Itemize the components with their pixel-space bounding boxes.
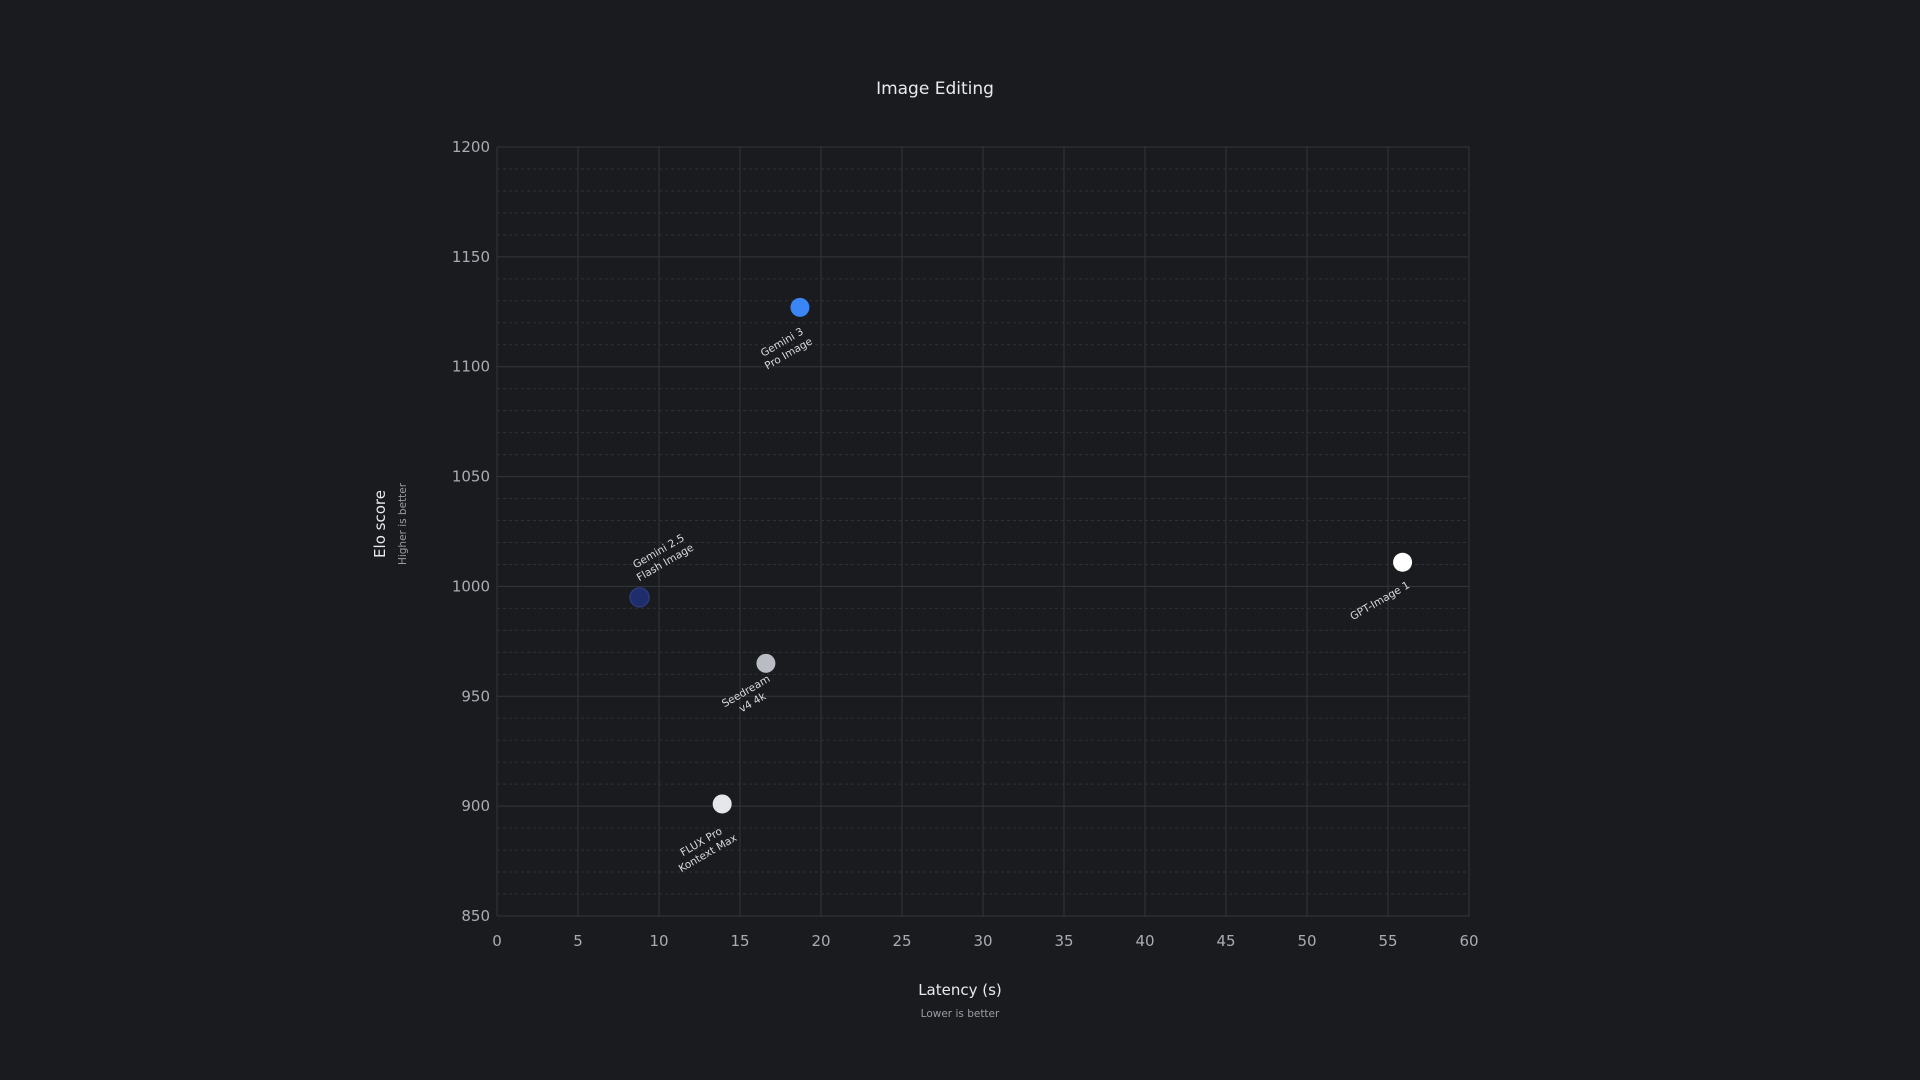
x-tick-label: 15 bbox=[730, 932, 749, 950]
ticks: 850 900 950 1000 1050 1100 1150 1200 0 5 10 15 20 25 3… bbox=[452, 138, 1479, 950]
y-tick-label: 900 bbox=[461, 797, 490, 815]
x-tick-label: 10 bbox=[649, 932, 668, 950]
data-point-label-line: GPT-Image 1 bbox=[1348, 579, 1412, 623]
x-tick-label: 60 bbox=[1459, 932, 1478, 950]
y-tick-label: 1050 bbox=[452, 468, 490, 486]
x-tick-label: 0 bbox=[492, 932, 502, 950]
x-tick-label: 30 bbox=[973, 932, 992, 950]
x-tick-label: 20 bbox=[811, 932, 830, 950]
y-tick-label: 1200 bbox=[452, 138, 490, 156]
data-point-label: Gemini 2.5Flash Image bbox=[628, 531, 696, 585]
data-point-label: Seedreamv4 4k bbox=[720, 673, 779, 721]
y-tick-label: 850 bbox=[461, 907, 490, 925]
data-point bbox=[756, 653, 776, 673]
y-axis-label: Elo score bbox=[371, 490, 389, 558]
x-tick-label: 50 bbox=[1297, 932, 1316, 950]
x-tick-label: 35 bbox=[1054, 932, 1073, 950]
x-tick-label: 25 bbox=[892, 932, 911, 950]
x-tick-label: 55 bbox=[1378, 932, 1397, 950]
data-point-label: FLUX ProKontext Max bbox=[670, 821, 739, 875]
x-axis-label: Latency (s) bbox=[918, 981, 1002, 999]
y-tick-label: 1100 bbox=[452, 358, 490, 376]
x-tick-label: 40 bbox=[1135, 932, 1154, 950]
x-axis-sublabel: Lower is better bbox=[921, 1008, 1000, 1020]
data-point bbox=[629, 587, 650, 608]
y-tick-label: 1150 bbox=[452, 248, 490, 266]
y-tick-label: 950 bbox=[461, 687, 490, 705]
grid bbox=[496, 146, 1470, 917]
data-point-label: GPT-Image 1 bbox=[1348, 579, 1412, 623]
data-point-label: Gemini 3Pro Image bbox=[756, 324, 814, 372]
y-axis-sublabel: Higher is better bbox=[397, 482, 409, 565]
chart-title: Image Editing bbox=[876, 79, 994, 99]
x-tick-label: 5 bbox=[573, 932, 583, 950]
y-tick-label: 1000 bbox=[452, 577, 490, 595]
data-point bbox=[712, 794, 732, 814]
x-tick-label: 45 bbox=[1216, 932, 1235, 950]
data-point bbox=[1393, 552, 1413, 572]
data-point bbox=[790, 297, 810, 317]
